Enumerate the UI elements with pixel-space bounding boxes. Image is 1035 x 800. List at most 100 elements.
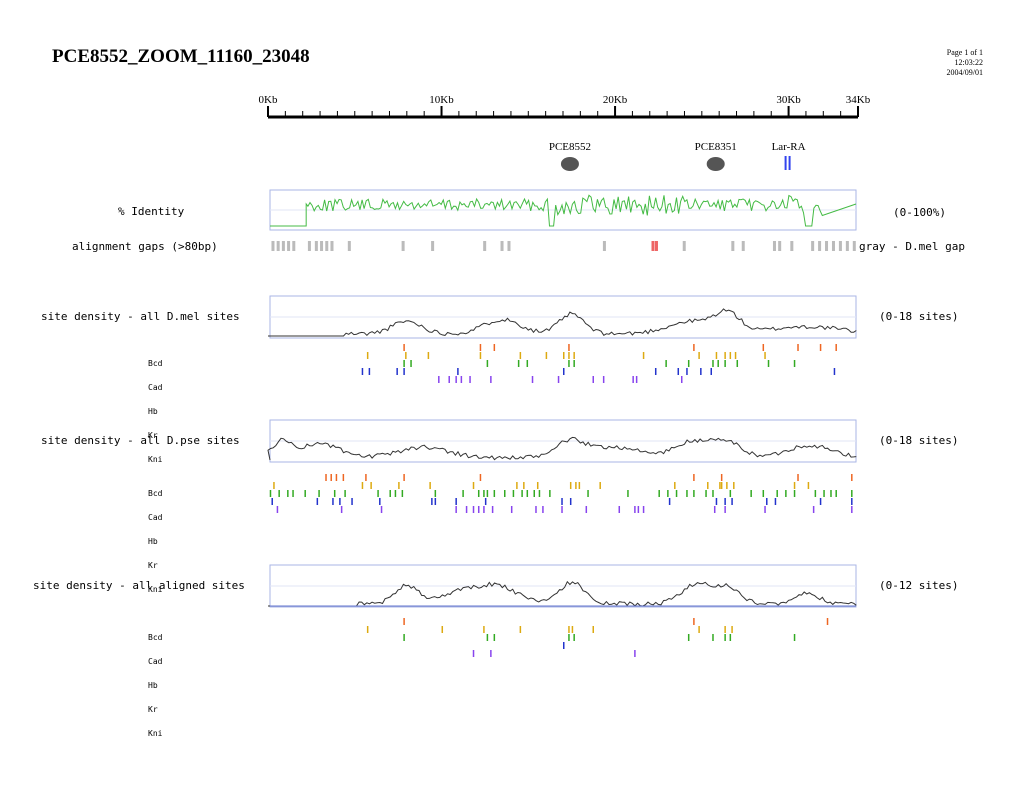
site-mark-hb [401, 490, 404, 497]
site-mark-hb [568, 634, 570, 641]
site-mark-kr [339, 498, 341, 505]
gap-mark-red [654, 241, 658, 251]
site-mark-hb [486, 634, 489, 641]
dmel-density-line [268, 308, 857, 337]
site-mark-bcd [568, 344, 570, 351]
site-mark-kni [642, 506, 645, 513]
site-mark-hb [573, 634, 575, 641]
site-mark-kni [637, 506, 640, 513]
gap-mark-gray [507, 241, 511, 251]
gap-mark-gray [778, 241, 782, 251]
site-mark-kni [812, 506, 815, 513]
site-mark-kr [379, 498, 381, 505]
site-mark-hb [533, 490, 535, 497]
site-mark-kr [766, 498, 768, 505]
site-mark-kr [368, 368, 371, 375]
site-mark-kr [434, 498, 437, 505]
site-mark-hb [712, 360, 714, 367]
site-mark-kni [460, 376, 463, 383]
site-mark-hb [344, 490, 346, 497]
feature-ellipse [706, 157, 725, 171]
gap-mark-gray [602, 241, 606, 251]
site-mark-cad [729, 352, 732, 359]
site-mark-cad [734, 352, 737, 359]
site-mark-kr [403, 368, 405, 375]
site-mark-kni [535, 506, 537, 513]
site-mark-kni [634, 650, 636, 657]
site-mark-hb [835, 490, 837, 497]
site-mark-kni [713, 506, 716, 513]
site-mark-kni [455, 506, 457, 513]
site-mark-cad [479, 352, 482, 359]
site-mark-cad [764, 352, 766, 359]
site-mark-bcd [365, 474, 367, 481]
site-mark-kr [715, 498, 718, 505]
site-mark-kni [472, 650, 475, 657]
site-mark-cad [366, 352, 369, 359]
site-mark-kni [618, 506, 621, 513]
site-mark-kni [340, 506, 343, 513]
gap-mark-gray [347, 241, 351, 251]
factor-label-kni: Kni [148, 455, 163, 464]
site-mark-kr [774, 498, 777, 505]
site-mark-bcd [851, 474, 853, 481]
gap-mark-gray [276, 241, 280, 251]
site-mark-cad [599, 482, 601, 489]
site-mark-hb [318, 490, 320, 497]
dmel-label: site density - all D.mel sites [41, 310, 240, 323]
site-mark-kni [531, 376, 534, 383]
site-mark-cad [568, 352, 570, 359]
site-mark-bcd [720, 474, 723, 481]
site-mark-kr [455, 498, 457, 505]
site-mark-cad [674, 482, 676, 489]
site-mark-cad [724, 626, 726, 633]
gap-mark-gray [682, 241, 686, 251]
site-mark-cad [370, 482, 372, 489]
site-mark-hb [667, 490, 669, 497]
site-mark-kr [710, 368, 712, 375]
site-mark-kni [602, 376, 605, 383]
site-mark-hb [377, 490, 379, 497]
site-mark-bcd [797, 344, 799, 351]
gap-mark-gray [825, 241, 829, 251]
site-mark-kni [681, 376, 683, 383]
site-mark-kni [483, 506, 485, 513]
site-mark-cad [707, 482, 709, 489]
identity-line [270, 194, 857, 227]
site-mark-cad [568, 626, 570, 633]
site-mark-hb [750, 490, 752, 497]
site-mark-hb [851, 490, 853, 497]
dpse-factor-legend: Bcd Cad Hb Kr Kni [148, 474, 162, 602]
site-mark-hb [521, 490, 523, 497]
site-mark-kr [431, 498, 433, 505]
site-mark-kr [563, 368, 565, 375]
site-mark-hb [712, 634, 714, 641]
factor-label-hb: Hb [148, 407, 158, 416]
site-mark-cad [724, 352, 726, 359]
site-mark-cad [536, 482, 539, 489]
gap-mark-gray [292, 241, 296, 251]
site-mark-cad [575, 482, 577, 489]
site-mark-cad [545, 352, 548, 359]
site-mark-cad [592, 626, 594, 633]
gap-mark-gray [818, 241, 822, 251]
site-mark-cad [731, 626, 733, 633]
site-mark-kni [477, 506, 480, 513]
page-title: PCE8552_ZOOM_11160_23048 [52, 46, 310, 67]
site-mark-hb [793, 360, 796, 367]
site-mark-kni [469, 376, 471, 383]
factor-label-kni: Kni [148, 585, 163, 594]
site-mark-cad [361, 482, 364, 489]
page-info: Page 1 of 1 12:03:22 2004/09/01 [947, 48, 983, 78]
gap-mark-gray [772, 241, 776, 251]
site-mark-kni [490, 376, 492, 383]
page-number: Page 1 of 1 [946, 48, 983, 57]
gap-mark-gray [320, 241, 324, 251]
gap-mark-gray [330, 241, 334, 251]
site-mark-kni [491, 506, 494, 513]
site-mark-hb [587, 490, 589, 497]
site-mark-kni [448, 376, 450, 383]
site-mark-kr [332, 498, 334, 505]
factor-label-bcd: Bcd [148, 489, 163, 498]
